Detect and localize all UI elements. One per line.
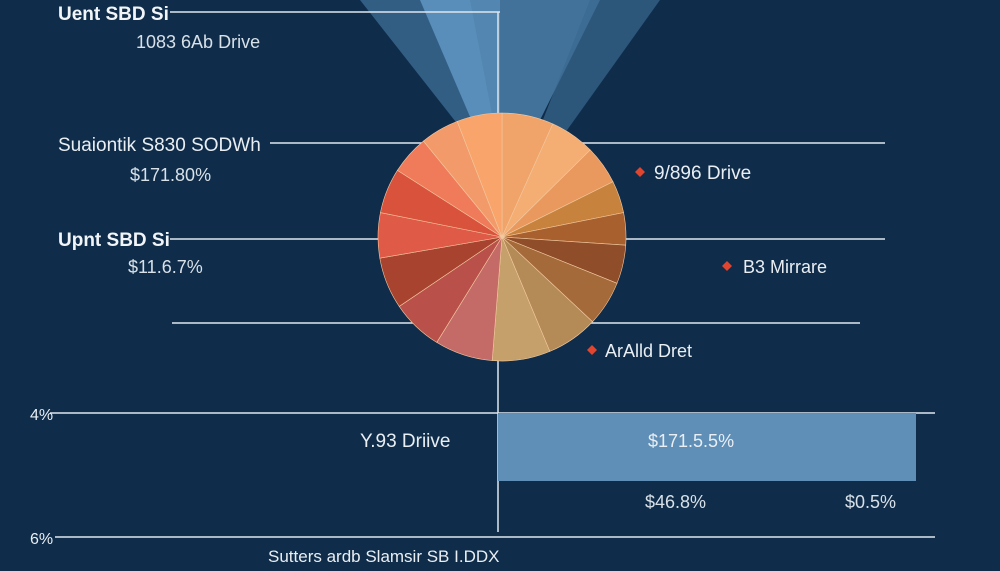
bar-category-label: Y.93 Driive — [360, 431, 450, 452]
bar-chart: 4% 6% Y.93 Driive $171.5.5% $46.8% $0.5%… — [30, 407, 916, 566]
left-label-2-value: $171.80% — [130, 165, 211, 185]
bar-mark — [498, 413, 916, 481]
left-labels: Uent SBD Si 1083 6Ab Drive Suaiontik S83… — [58, 4, 261, 277]
y-tick-4: 4% — [30, 407, 53, 424]
light-beams — [360, 0, 660, 140]
left-label-1-title: Uent SBD Si — [58, 4, 169, 25]
right-label-2-marker — [722, 261, 732, 271]
under-label-1: $46.8% — [645, 492, 706, 512]
right-label-3-text: ArAlld Dret — [605, 341, 692, 361]
left-label-2-title: Suaiontik S830 SODWh — [58, 135, 261, 156]
beam-center-right — [500, 0, 600, 140]
beam-right — [535, 0, 660, 140]
pie-chart — [377, 112, 627, 362]
footer-label: Sutters ardb Slamsir SB I.DDX — [268, 547, 499, 566]
y-tick-6: 6% — [30, 531, 53, 548]
left-label-1-value: 1083 6Ab Drive — [136, 32, 260, 52]
pie-slice-17 — [456, 112, 503, 238]
right-labels: 9/896 Drive B3 Mirrare ArAlld Dret — [587, 163, 827, 361]
right-label-2-text: B3 Mirrare — [743, 257, 827, 277]
under-label-2: $0.5% — [845, 492, 896, 512]
bar-data-label: $171.5.5% — [648, 431, 734, 451]
left-label-3-title: Upnt SBD Si — [58, 230, 170, 251]
right-label-3-marker — [587, 345, 597, 355]
right-label-1-marker — [635, 167, 645, 177]
left-label-3-value: $11.6.7% — [128, 257, 203, 277]
right-label-1-text: 9/896 Drive — [654, 163, 751, 184]
beam-center-left — [420, 0, 500, 140]
